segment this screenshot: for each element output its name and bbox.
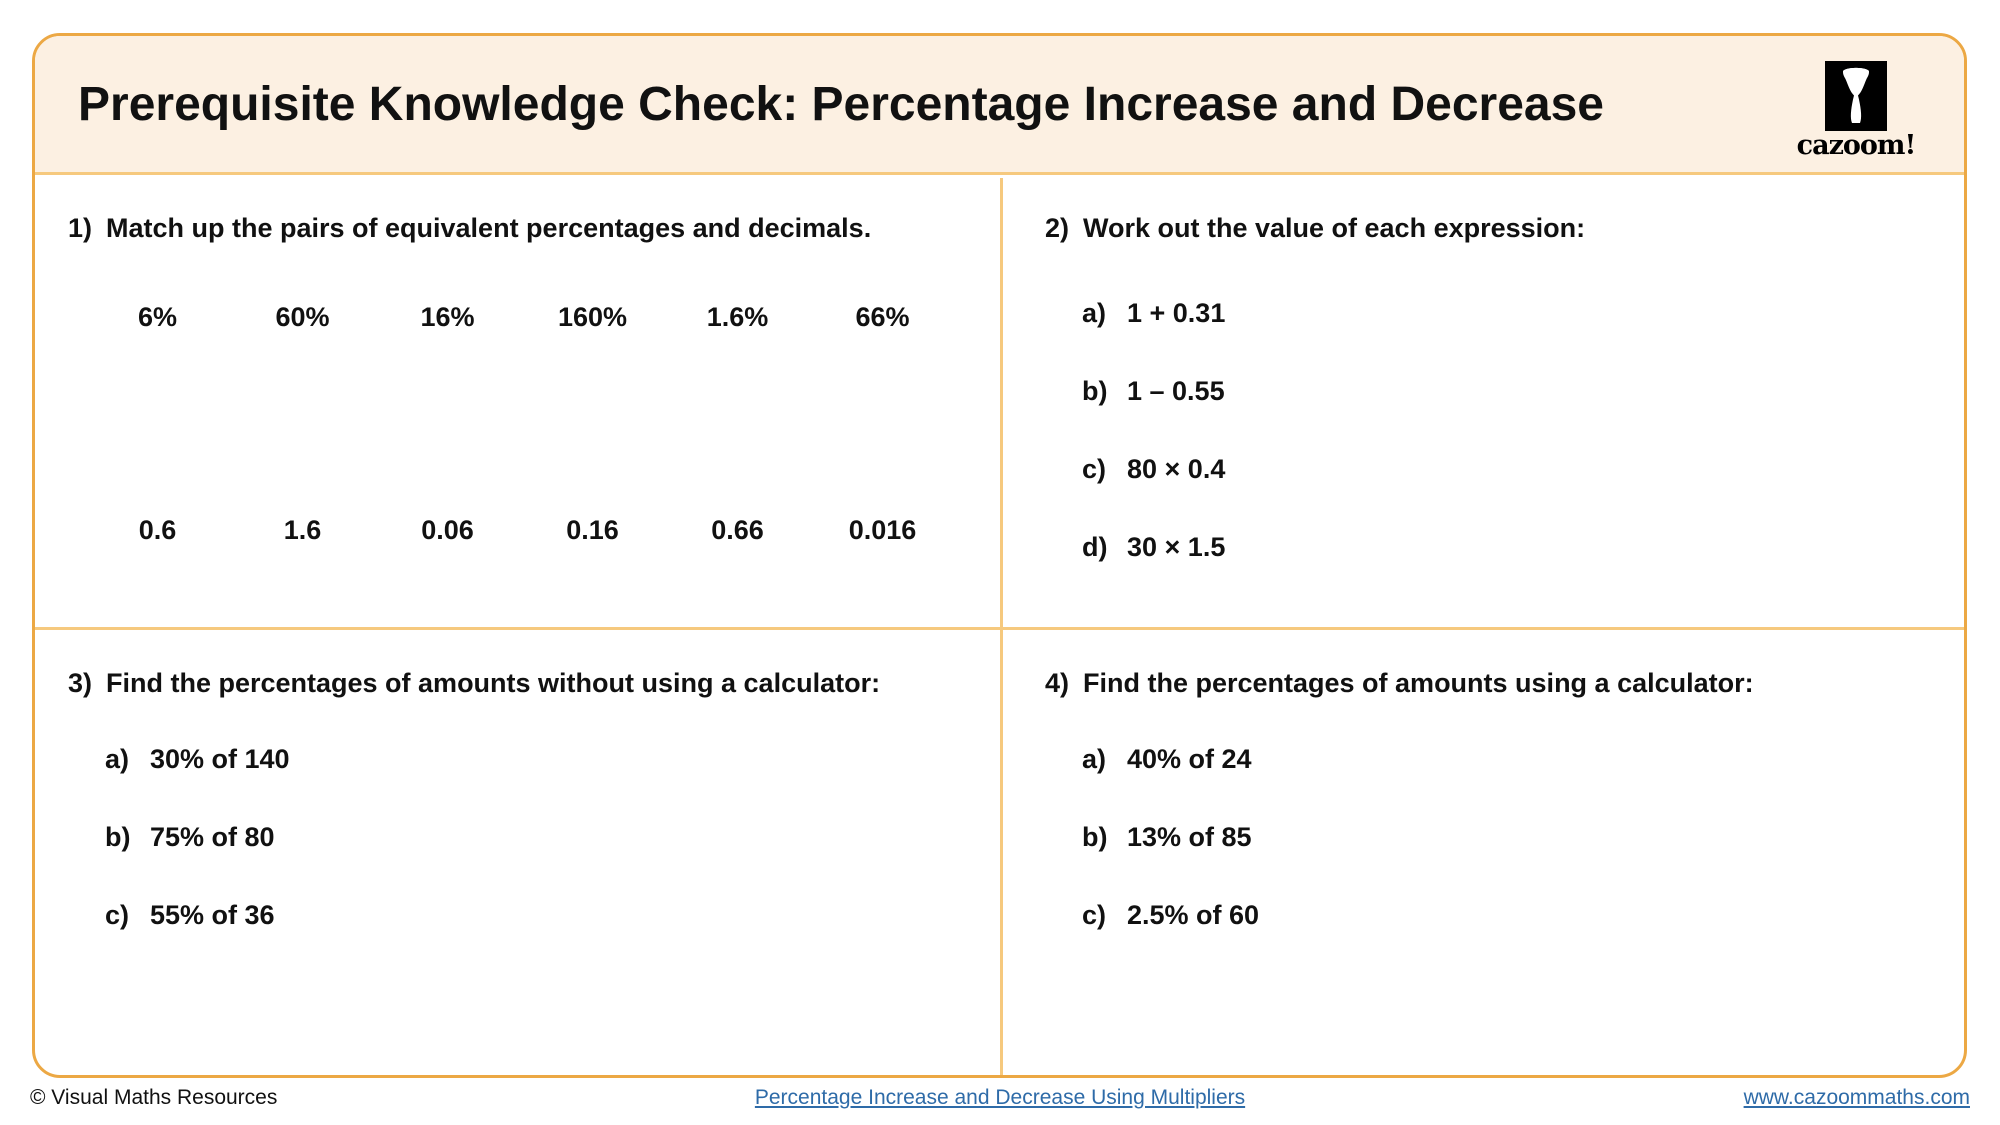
vertical-divider [1000, 178, 1003, 1075]
item-text: 55% of 36 [150, 900, 275, 930]
question-1: 1) Match up the pairs of equivalent perc… [35, 178, 1000, 627]
question-2-heading: 2) Work out the value of each expression… [1045, 210, 1964, 246]
footer-center: Percentage Increase and Decrease Using M… [0, 1086, 2000, 1110]
question-3-heading: 3) Find the percentages of amounts witho… [68, 665, 1000, 701]
question-item: a) 1 + 0.31 [1082, 295, 1964, 331]
item-label: b) [1082, 822, 1108, 852]
cazoom-logo-text: cazoom! [1796, 130, 1917, 162]
question-number: 1) [68, 213, 93, 243]
question-prompt: Find the percentages of amounts using a … [1083, 668, 1754, 698]
worksheet-header: Prerequisite Knowledge Check: Percentage… [35, 36, 1964, 175]
item-label: a) [1082, 744, 1107, 774]
question-item: b) 1 – 0.55 [1082, 373, 1964, 409]
question-prompt: Match up the pairs of equivalent percent… [106, 213, 872, 243]
question-item: d) 30 × 1.5 [1082, 529, 1964, 565]
item-label: c) [1082, 454, 1107, 484]
item-text: 30% of 140 [150, 744, 290, 774]
worksheet-sheet: Prerequisite Knowledge Check: Percentage… [32, 33, 1967, 1078]
question-number: 4) [1045, 668, 1070, 698]
percentage-value: 1.6% [706, 302, 769, 332]
decimal-value: 0.6 [138, 515, 177, 545]
worksheet-topic-link[interactable]: Percentage Increase and Decrease Using M… [754, 1086, 1246, 1109]
item-label: a) [105, 744, 130, 774]
item-text: 2.5% of 60 [1127, 900, 1260, 930]
decimals-row: 0.6 1.6 0.06 0.16 0.66 0.016 [85, 512, 955, 548]
question-4: 4) Find the percentages of amounts using… [1003, 630, 1964, 1075]
item-label: b) [105, 822, 131, 852]
website-link[interactable]: www.cazoommaths.com [1743, 1086, 1970, 1109]
decimal-value: 0.16 [566, 515, 619, 545]
page-title: Prerequisite Knowledge Check: Percentage… [78, 77, 1604, 131]
question-1-heading: 1) Match up the pairs of equivalent perc… [68, 210, 1000, 246]
question-prompt: Work out the value of each expression: [1083, 213, 1586, 243]
question-item: b) 75% of 80 [105, 819, 1000, 855]
horizontal-divider [35, 627, 1964, 630]
item-text: 1 + 0.31 [1127, 298, 1226, 328]
percentage-value: 66% [855, 302, 910, 332]
page-footer: © Visual Maths Resources Percentage Incr… [0, 1086, 2000, 1110]
item-text: 13% of 85 [1127, 822, 1252, 852]
item-text: 75% of 80 [150, 822, 275, 852]
drum-icon [1825, 61, 1887, 132]
percentage-value: 160% [557, 302, 628, 332]
decimal-value: 0.06 [421, 515, 474, 545]
decimal-value: 1.6 [283, 515, 322, 545]
question-item: a) 40% of 24 [1082, 741, 1964, 777]
question-2: 2) Work out the value of each expression… [1003, 178, 1964, 627]
question-prompt: Find the percentages of amounts without … [106, 668, 881, 698]
item-text: 1 – 0.55 [1127, 376, 1225, 406]
item-text: 30 × 1.5 [1127, 532, 1226, 562]
question-item: c) 80 × 0.4 [1082, 451, 1964, 487]
item-label: d) [1082, 532, 1108, 562]
item-label: c) [1082, 900, 1107, 930]
item-label: a) [1082, 298, 1107, 328]
question-item: b) 13% of 85 [1082, 819, 1964, 855]
decimal-value: 0.016 [848, 515, 917, 545]
decimal-value: 0.66 [711, 515, 764, 545]
cazoom-logo: cazoom! [1796, 61, 1916, 161]
item-label: b) [1082, 376, 1108, 406]
item-text: 80 × 0.4 [1127, 454, 1226, 484]
item-label: c) [105, 900, 130, 930]
question-number: 2) [1045, 213, 1070, 243]
percentage-value: 60% [275, 302, 330, 332]
question-3: 3) Find the percentages of amounts witho… [35, 630, 1000, 1075]
question-number: 3) [68, 668, 93, 698]
copyright-text: © Visual Maths Resources [30, 1086, 278, 1109]
question-item: c) 55% of 36 [105, 897, 1000, 933]
percentage-value: 16% [420, 302, 475, 332]
question-item: c) 2.5% of 60 [1082, 897, 1964, 933]
percentages-row: 6% 60% 16% 160% 1.6% 66% [85, 299, 955, 335]
question-4-heading: 4) Find the percentages of amounts using… [1045, 665, 1964, 701]
question-item: a) 30% of 140 [105, 741, 1000, 777]
percentage-value: 6% [137, 302, 178, 332]
item-text: 40% of 24 [1127, 744, 1252, 774]
